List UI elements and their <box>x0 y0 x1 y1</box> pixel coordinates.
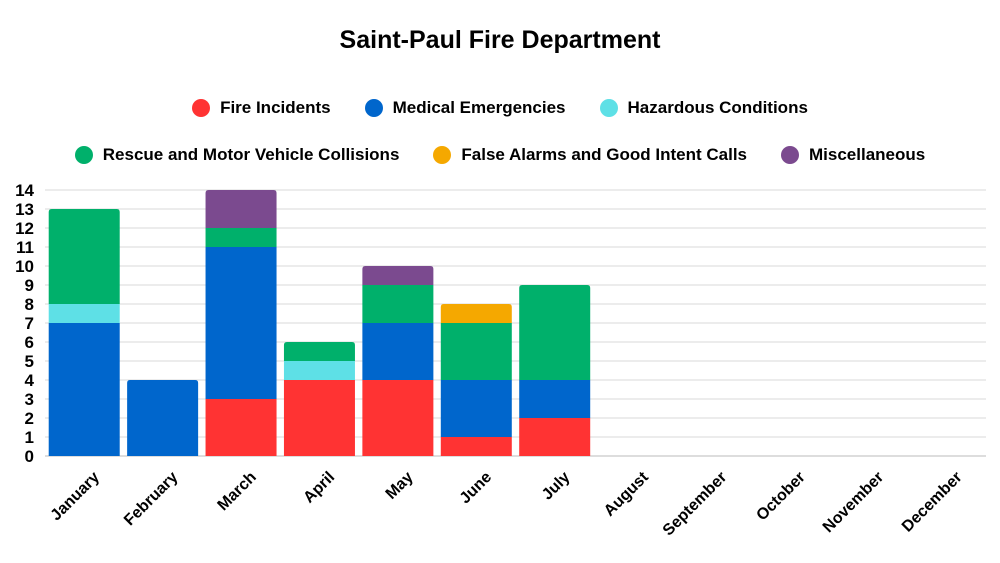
legend-label: Fire Incidents <box>220 98 331 117</box>
bar-segment <box>519 380 591 418</box>
bar-segment <box>205 399 277 456</box>
bar-segment <box>127 380 199 456</box>
bar-segment <box>48 209 120 304</box>
bar-segment <box>362 285 434 323</box>
x-tick-label: January <box>48 469 103 524</box>
bar-segment <box>519 418 591 456</box>
x-tick-label: November <box>820 469 887 536</box>
x-tick-label: December <box>899 469 966 536</box>
legend-row-1: Fire Incidents Medical Emergencies Hazardo… <box>0 98 1000 118</box>
x-tick-label: May <box>383 469 417 503</box>
y-tick-label: 2 <box>25 409 34 428</box>
bar-segment <box>48 323 120 456</box>
bar-segment <box>440 323 512 380</box>
y-tick-label: 3 <box>25 390 34 409</box>
y-tick-label: 4 <box>25 371 35 390</box>
legend-label: Hazardous Conditions <box>627 98 808 117</box>
legend-label: Miscellaneous <box>809 145 926 164</box>
bar-segment <box>440 380 512 437</box>
legend-item: Miscellaneous <box>781 145 925 165</box>
legend-swatch <box>781 146 800 164</box>
x-tick-label: July <box>539 469 574 504</box>
legend-item: Rescue and Motor Vehicle Collisions <box>74 145 400 165</box>
chart-title: Saint-Paul Fire Department <box>339 26 661 54</box>
bar-segment <box>362 380 434 456</box>
x-tick-label: September <box>660 469 731 540</box>
legend-label: Medical Emergencies <box>392 98 566 117</box>
legend-swatch <box>433 146 452 164</box>
bar-segment <box>283 361 355 380</box>
legend-label: Rescue and Motor Vehicle Collisions <box>102 145 400 164</box>
y-tick-label: 0 <box>25 447 34 466</box>
x-tick-label: June <box>457 469 495 507</box>
bar-segment <box>205 247 277 399</box>
y-tick-label: 11 <box>16 238 34 257</box>
bar-segment <box>362 266 434 285</box>
bar-segment <box>440 437 512 456</box>
legend-item: Hazardous Conditions <box>599 98 808 118</box>
legend-item: Fire Incidents <box>192 98 331 118</box>
legend-swatch <box>599 99 618 117</box>
legend-label: False Alarms and Good Intent Calls <box>461 145 748 164</box>
y-tick-label: 7 <box>25 314 34 333</box>
legend-swatch <box>364 99 383 117</box>
y-tick-label: 8 <box>25 295 34 314</box>
bar-segment <box>362 323 434 380</box>
bar-segment <box>283 342 355 361</box>
bar-segment <box>519 285 591 380</box>
y-tick-label: 1 <box>25 428 34 447</box>
legend-item: Medical Emergencies <box>364 98 566 118</box>
x-tick-label: April <box>300 469 338 507</box>
legend-swatch <box>74 146 93 164</box>
y-tick-label: 6 <box>25 333 34 352</box>
y-tick-label: 9 <box>25 276 34 295</box>
x-tick-label: March <box>215 469 260 514</box>
x-tick-label: October <box>753 469 808 524</box>
y-tick-label: 13 <box>15 200 34 219</box>
bar-segment <box>205 228 277 247</box>
bar-segment <box>283 380 355 456</box>
legend-swatch <box>192 99 211 117</box>
y-tick-label: 12 <box>15 219 34 238</box>
bar-segment <box>205 190 277 228</box>
y-tick-label: 14 <box>15 181 34 200</box>
y-tick-label: 5 <box>25 352 34 371</box>
legend-row-2: Rescue and Motor Vehicle Collisions False… <box>0 145 1000 165</box>
legend-item: False Alarms and Good Intent Calls <box>433 145 747 165</box>
x-tick-label: August <box>601 468 652 519</box>
bar-segment <box>440 304 512 323</box>
x-tick-label: February <box>121 469 182 530</box>
bar-segment <box>48 304 120 323</box>
y-tick-label: 10 <box>15 257 34 276</box>
